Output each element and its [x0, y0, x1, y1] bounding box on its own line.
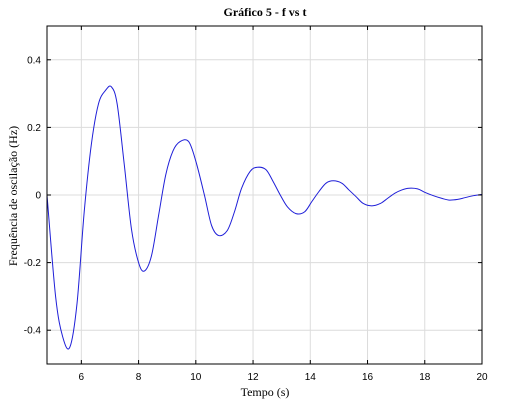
x-tick-label: 8 — [136, 372, 142, 383]
x-axis-label: Tempo (s) — [241, 385, 290, 399]
y-tick-label: 0.2 — [27, 123, 41, 134]
series-line — [46, 85, 483, 350]
series-layer — [46, 85, 483, 350]
grid — [47, 26, 483, 364]
x-tick-label: 14 — [305, 372, 317, 383]
x-tick-label: 16 — [362, 372, 374, 383]
x-tick-label: 6 — [79, 372, 85, 383]
y-tick-label: -0.2 — [24, 258, 42, 269]
x-tick-label: 10 — [190, 372, 202, 383]
x-tick-label: 20 — [476, 372, 488, 383]
x-tick-label: 18 — [419, 372, 431, 383]
y-tick-label: -0.4 — [24, 326, 42, 337]
y-axis-label: Frequência de oscilação (Hz) — [6, 126, 20, 266]
ticks: 6 8 10 12 14 16 18 20 -0.4 -0.2 0 0.2 0.4 — [24, 26, 488, 383]
y-tick-label: 0.4 — [27, 55, 41, 66]
x-tick-label: 12 — [247, 372, 259, 383]
chart-title: Gráfico 5 - f vs t — [224, 5, 307, 19]
y-tick-label: 0 — [35, 191, 41, 202]
